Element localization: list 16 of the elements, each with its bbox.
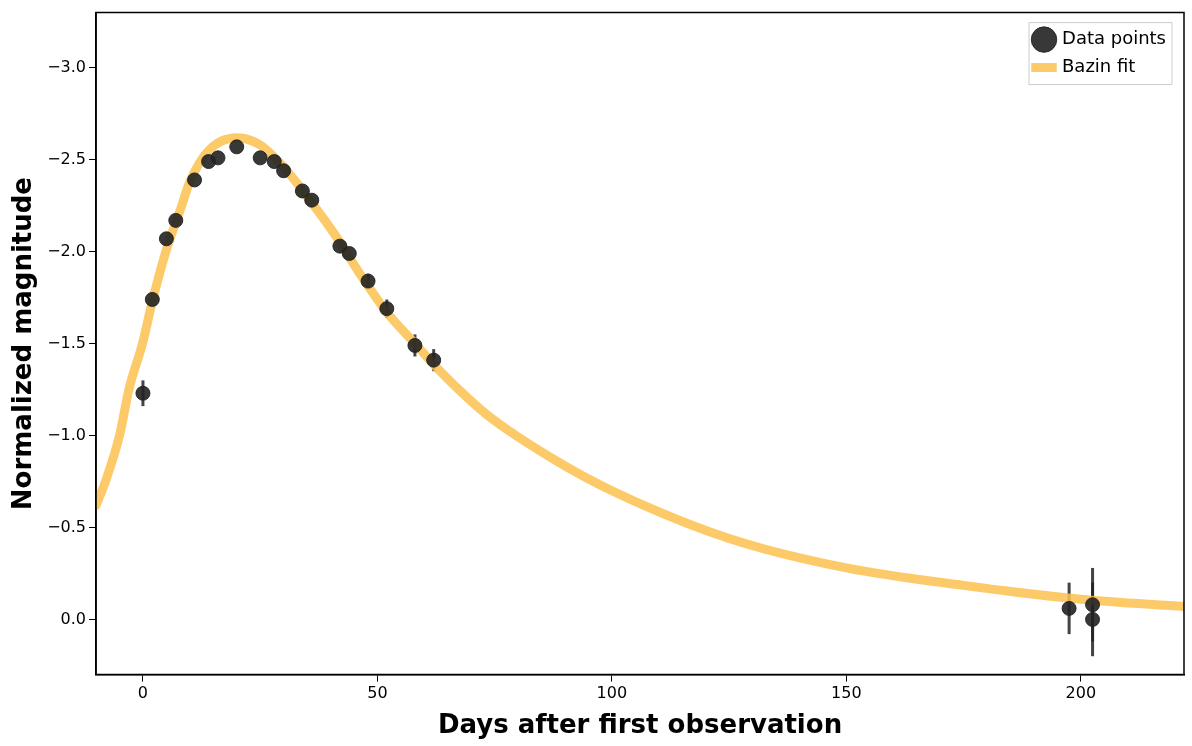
y-tick-label: −3.0 bbox=[47, 56, 87, 76]
y-tick-label: −2.5 bbox=[47, 148, 87, 168]
y-tick-label: −1.5 bbox=[47, 332, 87, 352]
x-tick-label: 0 bbox=[137, 683, 149, 703]
legend-label: Bazin fit bbox=[1062, 55, 1136, 77]
y-tick-label: 0.0 bbox=[60, 608, 87, 628]
y-tick-label: −2.0 bbox=[47, 240, 87, 260]
x-axis-title: Days after first observation bbox=[437, 709, 843, 740]
x-tick-label: 100 bbox=[596, 683, 628, 703]
x-tick-label: 150 bbox=[831, 683, 862, 703]
y-tick-label: −0.5 bbox=[47, 516, 87, 536]
x-tick-label: 50 bbox=[367, 683, 388, 703]
legend-label: Data points bbox=[1062, 27, 1166, 49]
x-tick-label: 200 bbox=[1065, 683, 1097, 703]
y-tick-label: −1.0 bbox=[47, 424, 87, 444]
y-axis-title: Normalized magnitude bbox=[7, 177, 38, 511]
